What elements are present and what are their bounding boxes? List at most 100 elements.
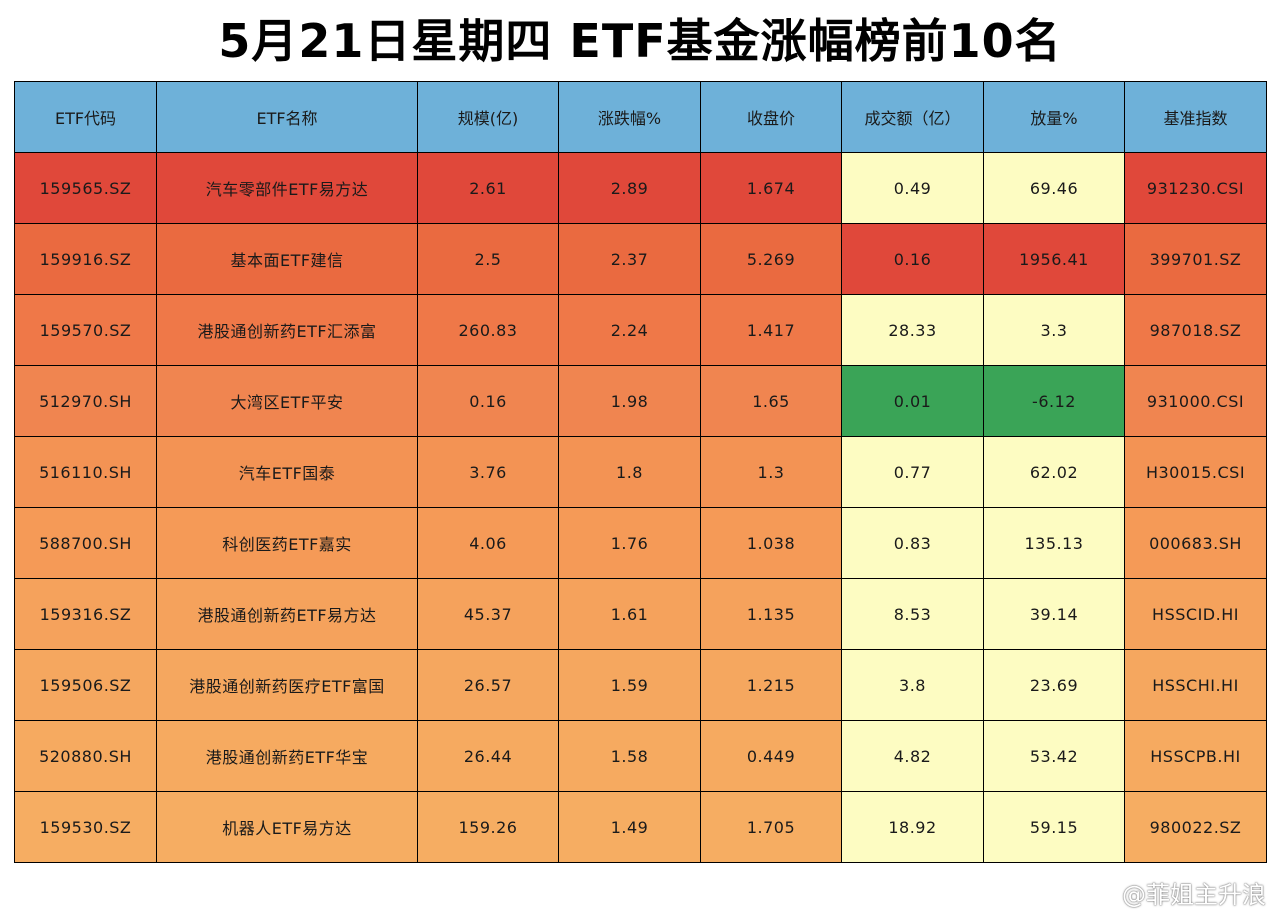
cell-benchmark: HSSCID.HI — [1124, 578, 1267, 650]
cell-change: 1.8 — [558, 436, 701, 508]
cell-code: 588700.SH — [14, 507, 157, 579]
table-row: 520880.SH 港股通创新药ETF华宝 26.44 1.58 0.449 4.82 53… — [14, 720, 1267, 792]
cell-code: 159530.SZ — [14, 791, 157, 863]
cell-change: 1.58 — [558, 720, 701, 792]
cell-benchmark: 980022.SZ — [1124, 791, 1267, 863]
cell-volume-ratio: 3.3 — [983, 294, 1125, 366]
cell-benchmark: HSSCHI.HI — [1124, 649, 1267, 721]
cell-name: 港股通创新药ETF汇添富 — [156, 294, 418, 366]
cell-volume-ratio: 1956.41 — [983, 223, 1125, 295]
cell-code: 512970.SH — [14, 365, 157, 437]
cell-change: 1.76 — [558, 507, 701, 579]
cell-close: 1.3 — [700, 436, 842, 508]
table-header-row: ETF代码 ETF名称 规模(亿) 涨跌幅% 收盘价 成交额（亿） 放量% 基准… — [14, 81, 1267, 153]
cell-turnover: 18.92 — [841, 791, 984, 863]
cell-code: 159570.SZ — [14, 294, 157, 366]
cell-volume-ratio: 23.69 — [983, 649, 1125, 721]
column-header-benchmark: 基准指数 — [1124, 81, 1267, 153]
cell-name: 机器人ETF易方达 — [156, 791, 418, 863]
cell-turnover: 4.82 — [841, 720, 984, 792]
cell-close: 1.674 — [700, 152, 842, 224]
table-row: 159916.SZ 基本面ETF建信 2.5 2.37 5.269 0.16 1956.41… — [14, 223, 1267, 295]
cell-volume-ratio: -6.12 — [983, 365, 1125, 437]
cell-turnover: 28.33 — [841, 294, 984, 366]
cell-change: 1.98 — [558, 365, 701, 437]
cell-turnover: 0.01 — [841, 365, 984, 437]
table-row: 159316.SZ 港股通创新药ETF易方达 45.37 1.61 1.135 8.53 3… — [14, 578, 1267, 650]
column-header-code: ETF代码 — [14, 81, 157, 153]
cell-benchmark: H30015.CSI — [1124, 436, 1267, 508]
cell-code: 159916.SZ — [14, 223, 157, 295]
table-row: 159506.SZ 港股通创新药医疗ETF富国 26.57 1.59 1.215 3.8 2… — [14, 649, 1267, 721]
cell-name: 港股通创新药ETF易方达 — [156, 578, 418, 650]
column-header-name: ETF名称 — [156, 81, 418, 153]
cell-size: 4.06 — [417, 507, 559, 579]
cell-close: 1.038 — [700, 507, 842, 579]
cell-name: 科创医药ETF嘉实 — [156, 507, 418, 579]
cell-change: 1.59 — [558, 649, 701, 721]
cell-volume-ratio: 62.02 — [983, 436, 1125, 508]
cell-benchmark: 399701.SZ — [1124, 223, 1267, 295]
cell-close: 0.449 — [700, 720, 842, 792]
cell-name: 大湾区ETF平安 — [156, 365, 418, 437]
cell-size: 2.5 — [417, 223, 559, 295]
cell-name: 汽车零部件ETF易方达 — [156, 152, 418, 224]
column-header-change: 涨跌幅% — [558, 81, 701, 153]
cell-size: 26.44 — [417, 720, 559, 792]
table-body: 159565.SZ 汽车零部件ETF易方达 2.61 2.89 1.674 0.49 69.… — [14, 152, 1267, 863]
cell-benchmark: 000683.SH — [1124, 507, 1267, 579]
cell-size: 0.16 — [417, 365, 559, 437]
cell-change: 1.49 — [558, 791, 701, 863]
table-row: 159565.SZ 汽车零部件ETF易方达 2.61 2.89 1.674 0.49 69.… — [14, 152, 1267, 224]
table-row: 512970.SH 大湾区ETF平安 0.16 1.98 1.65 0.01 -6.12 93… — [14, 365, 1267, 437]
cell-change: 2.89 — [558, 152, 701, 224]
cell-size: 260.83 — [417, 294, 559, 366]
column-header-turnover: 成交额（亿） — [841, 81, 984, 153]
column-header-volume-ratio: 放量% — [983, 81, 1125, 153]
column-header-size: 规模(亿) — [417, 81, 559, 153]
cell-turnover: 3.8 — [841, 649, 984, 721]
cell-name: 港股通创新药ETF华宝 — [156, 720, 418, 792]
column-header-close: 收盘价 — [700, 81, 842, 153]
page-title: 5月21日星期四 ETF基金涨幅榜前10名 — [218, 14, 1062, 68]
cell-change: 2.24 — [558, 294, 701, 366]
cell-benchmark: 987018.SZ — [1124, 294, 1267, 366]
table-row: 588700.SH 科创医药ETF嘉实 4.06 1.76 1.038 0.83 135.1… — [14, 507, 1267, 579]
cell-code: 520880.SH — [14, 720, 157, 792]
cell-close: 5.269 — [700, 223, 842, 295]
cell-turnover: 0.49 — [841, 152, 984, 224]
cell-volume-ratio: 59.15 — [983, 791, 1125, 863]
cell-close: 1.215 — [700, 649, 842, 721]
cell-name: 汽车ETF国泰 — [156, 436, 418, 508]
cell-turnover: 0.83 — [841, 507, 984, 579]
cell-turnover: 0.16 — [841, 223, 984, 295]
cell-change: 2.37 — [558, 223, 701, 295]
cell-name: 港股通创新药医疗ETF富国 — [156, 649, 418, 721]
cell-name: 基本面ETF建信 — [156, 223, 418, 295]
cell-size: 159.26 — [417, 791, 559, 863]
cell-turnover: 0.77 — [841, 436, 984, 508]
cell-close: 1.135 — [700, 578, 842, 650]
cell-close: 1.705 — [700, 791, 842, 863]
table-row: 516110.SH 汽车ETF国泰 3.76 1.8 1.3 0.77 62.02 H3001… — [14, 436, 1267, 508]
cell-volume-ratio: 69.46 — [983, 152, 1125, 224]
cell-volume-ratio: 53.42 — [983, 720, 1125, 792]
cell-turnover: 8.53 — [841, 578, 984, 650]
cell-change: 1.61 — [558, 578, 701, 650]
cell-benchmark: 931230.CSI — [1124, 152, 1267, 224]
watermark-text: @菲姐主升浪 — [1122, 880, 1266, 909]
cell-code: 516110.SH — [14, 436, 157, 508]
cell-code: 159506.SZ — [14, 649, 157, 721]
cell-code: 159316.SZ — [14, 578, 157, 650]
cell-size: 26.57 — [417, 649, 559, 721]
cell-size: 3.76 — [417, 436, 559, 508]
cell-size: 2.61 — [417, 152, 559, 224]
table-row: 159570.SZ 港股通创新药ETF汇添富 260.83 2.24 1.417 28.3… — [14, 294, 1267, 366]
table-row: 159530.SZ 机器人ETF易方达 159.26 1.49 1.705 18.92 59… — [14, 791, 1267, 863]
cell-code: 159565.SZ — [14, 152, 157, 224]
etf-ranking-table: ETF代码 ETF名称 规模(亿) 涨跌幅% 收盘价 成交额（亿） 放量% 基准… — [14, 81, 1267, 863]
cell-benchmark: HSSCPB.HI — [1124, 720, 1267, 792]
cell-size: 45.37 — [417, 578, 559, 650]
cell-close: 1.65 — [700, 365, 842, 437]
cell-volume-ratio: 135.13 — [983, 507, 1125, 579]
